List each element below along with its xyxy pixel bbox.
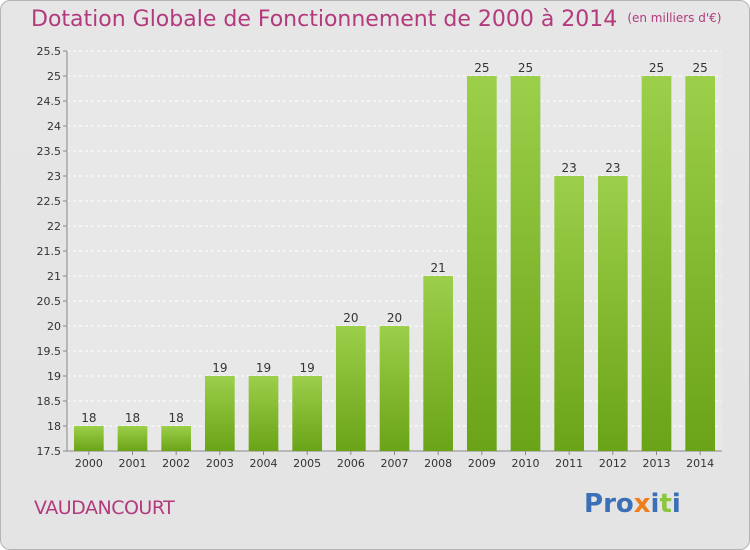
bar [466, 76, 497, 451]
proxiti-logo: Proxiti [584, 489, 681, 519]
y-tick-label: 19.5 [37, 345, 62, 358]
commune-name: VAUDANCOURT [34, 497, 175, 519]
bar [641, 76, 672, 451]
x-tick-label: 2006 [337, 457, 365, 470]
logo-letter: i [671, 489, 681, 519]
bar-value-label: 20 [387, 311, 402, 325]
y-tick-label: 17.5 [37, 445, 62, 458]
bar [510, 76, 541, 451]
y-tick-label: 23.5 [37, 145, 62, 158]
x-tick-label: 2008 [424, 457, 452, 470]
x-tick-label: 2010 [512, 457, 540, 470]
chart-title: Dotation Globale de Fonctionnement de 20… [31, 7, 721, 32]
x-tick-label: 2007 [381, 457, 409, 470]
chart-unit: (en milliers d'€) [627, 11, 722, 25]
y-tick-label: 21 [47, 270, 61, 283]
bar-value-label: 23 [605, 161, 620, 175]
bar [248, 376, 279, 451]
bar-value-label: 19 [300, 361, 315, 375]
x-tick-label: 2012 [599, 457, 627, 470]
y-tick-label: 20.5 [37, 295, 62, 308]
x-tick-label: 2004 [250, 457, 278, 470]
bar-value-label: 25 [474, 61, 489, 75]
logo-letter: i [650, 489, 660, 519]
y-tick-label: 25.5 [37, 45, 62, 58]
y-tick-label: 18.5 [37, 395, 62, 408]
y-tick-label: 19 [47, 370, 61, 383]
x-tick-label: 2013 [643, 457, 671, 470]
x-tick-label: 2011 [555, 457, 583, 470]
y-tick-label: 22.5 [37, 195, 62, 208]
x-tick-label: 2002 [162, 457, 190, 470]
bar-value-label: 19 [212, 361, 227, 375]
y-tick-label: 21.5 [37, 245, 62, 258]
bar-value-label: 23 [562, 161, 577, 175]
x-tick-label: 2001 [119, 457, 147, 470]
bar [597, 176, 628, 451]
logo-letter: t [659, 489, 672, 519]
bar [73, 426, 104, 451]
y-tick-label: 22 [47, 220, 61, 233]
bar-value-label: 18 [125, 411, 140, 425]
chart-title-text: Dotation Globale de Fonctionnement de 20… [31, 7, 618, 32]
bar-value-label: 25 [518, 61, 533, 75]
bar [292, 376, 323, 451]
bar-value-label: 25 [693, 61, 708, 75]
bar-value-label: 18 [169, 411, 184, 425]
y-tick-label: 20 [47, 320, 61, 333]
bar [685, 76, 716, 451]
bar-value-label: 21 [431, 261, 446, 275]
bar-value-label: 25 [649, 61, 664, 75]
bar [204, 376, 235, 451]
bar [379, 326, 410, 451]
bar-value-label: 18 [81, 411, 96, 425]
logo-letter: x [633, 489, 651, 519]
x-tick-label: 2000 [75, 457, 103, 470]
x-tick-label: 2005 [293, 457, 321, 470]
x-tick-label: 2003 [206, 457, 234, 470]
bar [161, 426, 192, 451]
bar [117, 426, 148, 451]
y-tick-label: 25 [47, 70, 61, 83]
y-tick-label: 24.5 [37, 95, 62, 108]
y-tick-label: 23 [47, 170, 61, 183]
bar [335, 326, 366, 451]
x-tick-label: 2009 [468, 457, 496, 470]
bar [423, 276, 454, 451]
logo-letter: P [584, 489, 604, 519]
bar-value-label: 19 [256, 361, 271, 375]
logo-letter: r [603, 489, 616, 519]
bar-value-label: 20 [343, 311, 358, 325]
logo-letter: o [615, 489, 634, 519]
y-tick-label: 18 [47, 420, 61, 433]
x-tick-label: 2014 [686, 457, 714, 470]
y-tick-label: 24 [47, 120, 61, 133]
bar [554, 176, 585, 451]
